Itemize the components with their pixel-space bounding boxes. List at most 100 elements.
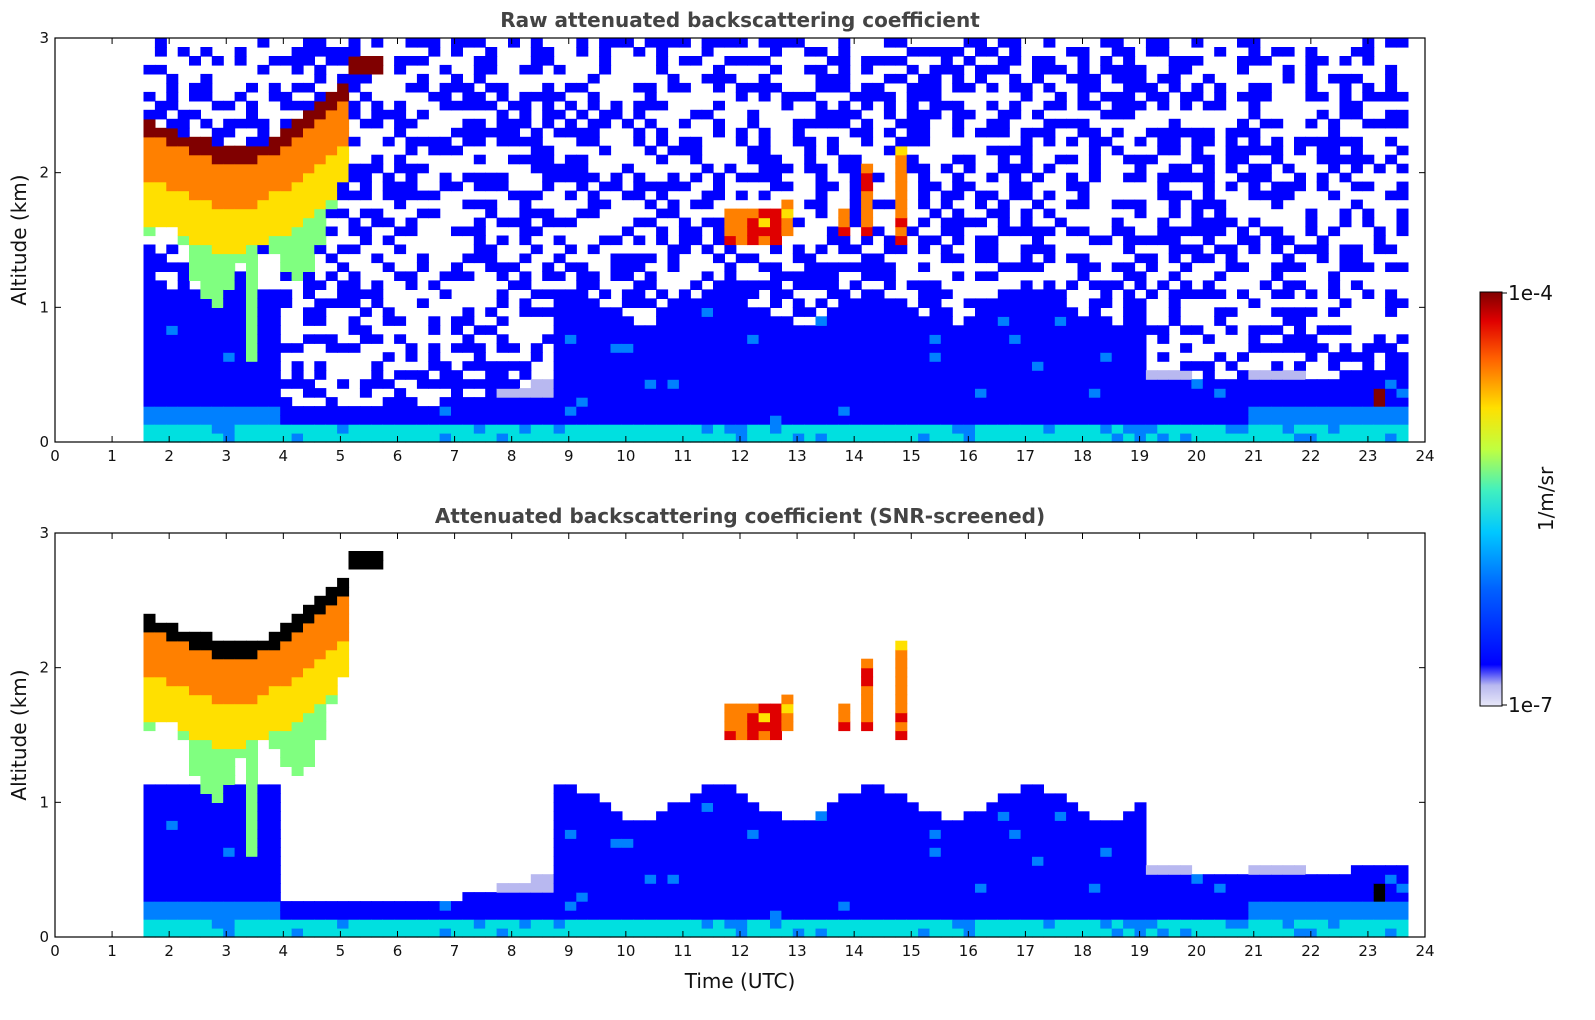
raw-heat-cell [963,352,976,362]
raw-heat-cell [143,271,156,281]
screened-heat-cell [872,874,885,884]
raw-heat-cell [952,181,965,192]
screened-heat-cell [211,748,224,759]
raw-heat-cell [735,253,748,264]
screened-heat-cell [952,829,965,839]
raw-heat-cell [781,352,794,362]
screened-heat-cell [895,928,908,938]
colorbar-gradient [1480,292,1502,706]
raw-heat-cell [826,109,839,120]
raw-heat-cell [564,100,577,111]
raw-heat-cell [542,217,555,228]
screened-heat-cell [1009,856,1022,866]
raw-heat-cell [1123,406,1136,416]
raw-heat-cell [542,307,555,317]
raw-heat-cell [1305,244,1318,255]
raw-heat-cell [1214,289,1227,299]
screened-heat-cell [770,928,782,938]
raw-heat-cell [530,47,543,57]
raw-heat-cell [1100,91,1113,102]
raw-heat-cell [952,190,965,201]
raw-heat-cell [1123,56,1136,66]
raw-heat-cell [1396,208,1409,219]
raw-heat-cell [1305,208,1318,219]
raw-heat-cell [804,388,817,398]
raw-heat-cell [587,325,600,335]
raw-heat-cell [473,343,486,353]
raw-heat-cell [451,379,463,389]
raw-heat-cell [633,235,646,246]
screened-heat-cell [1282,901,1295,911]
raw-heat-cell [1009,163,1022,174]
raw-heat-cell [394,100,407,111]
raw-heat-cell [986,100,999,111]
raw-heat-cell [291,82,304,93]
raw-heat-cell [564,217,577,228]
raw-heat-cell [1237,289,1249,299]
raw-heat-cell [1339,109,1352,120]
raw-heat-cell [1305,307,1318,317]
raw-heat-cell [986,82,999,93]
raw-heat-cell [599,118,612,129]
raw-heat-cell [177,163,190,174]
raw-heat-cell [200,424,213,434]
raw-heat-cell [667,424,680,434]
raw-heat-cell [576,163,589,174]
raw-heat-cell [963,38,976,48]
raw-heat-cell [462,91,475,102]
raw-heat-cell [735,280,748,290]
screened-heat-cell [166,820,179,830]
raw-heat-cell [587,334,600,344]
raw-heat-cell [1020,424,1033,434]
raw-heat-cell [1066,388,1079,398]
screened-heat-cell [1214,910,1227,920]
raw-heat-cell [1225,397,1238,407]
raw-heat-cell [1237,226,1249,237]
raw-heat-cell [1214,397,1227,407]
raw-heat-cell [849,307,862,317]
raw-heat-cell [542,379,555,389]
raw-heat-cell [166,163,179,174]
raw-heat-cell [143,388,156,398]
raw-heat-cell [929,316,942,326]
raw-heat-cell [918,415,931,425]
raw-heat-cell [644,415,657,425]
raw-heat-cell [143,379,156,389]
screened-heat-cell [200,631,213,642]
raw-heat-cell [929,280,942,290]
screened-heat-cell [1316,910,1329,920]
raw-heat-cell [667,298,680,308]
screened-heat-cell [849,829,862,839]
raw-heat-cell [177,316,190,326]
raw-heat-cell [496,118,509,129]
raw-heat-cell [1350,415,1363,425]
raw-heat-cell [200,271,213,281]
raw-heat-cell [1180,415,1193,425]
raw-heat-cell [1180,91,1193,102]
screened-heat-cell [906,838,919,848]
raw-heat-cell [1134,154,1147,165]
raw-heat-cell [587,424,600,434]
screened-heat-cell [314,622,327,633]
raw-heat-cell [257,370,270,380]
screened-heat-cell [792,865,805,875]
raw-heat-cell [177,361,190,371]
raw-heat-cell [690,415,703,425]
raw-heat-cell [963,379,976,389]
raw-heat-cell [792,307,805,317]
raw-heat-cell [1123,361,1136,371]
raw-heat-cell [747,289,760,299]
screened-heat-cell [678,856,691,866]
raw-heat-cell [337,289,350,299]
screened-heat-cell [781,820,794,830]
screened-heat-cell [553,892,566,902]
screened-heat-cell [166,649,179,660]
raw-heat-cell [451,38,463,48]
screened-heat-cell [246,820,258,830]
raw-heat-cell [223,271,236,281]
raw-heat-cell [223,208,236,219]
screened-heat-cell [792,838,805,848]
raw-heat-cell [314,244,327,255]
raw-heat-cell [189,145,201,156]
raw-heat-cell [268,361,281,371]
